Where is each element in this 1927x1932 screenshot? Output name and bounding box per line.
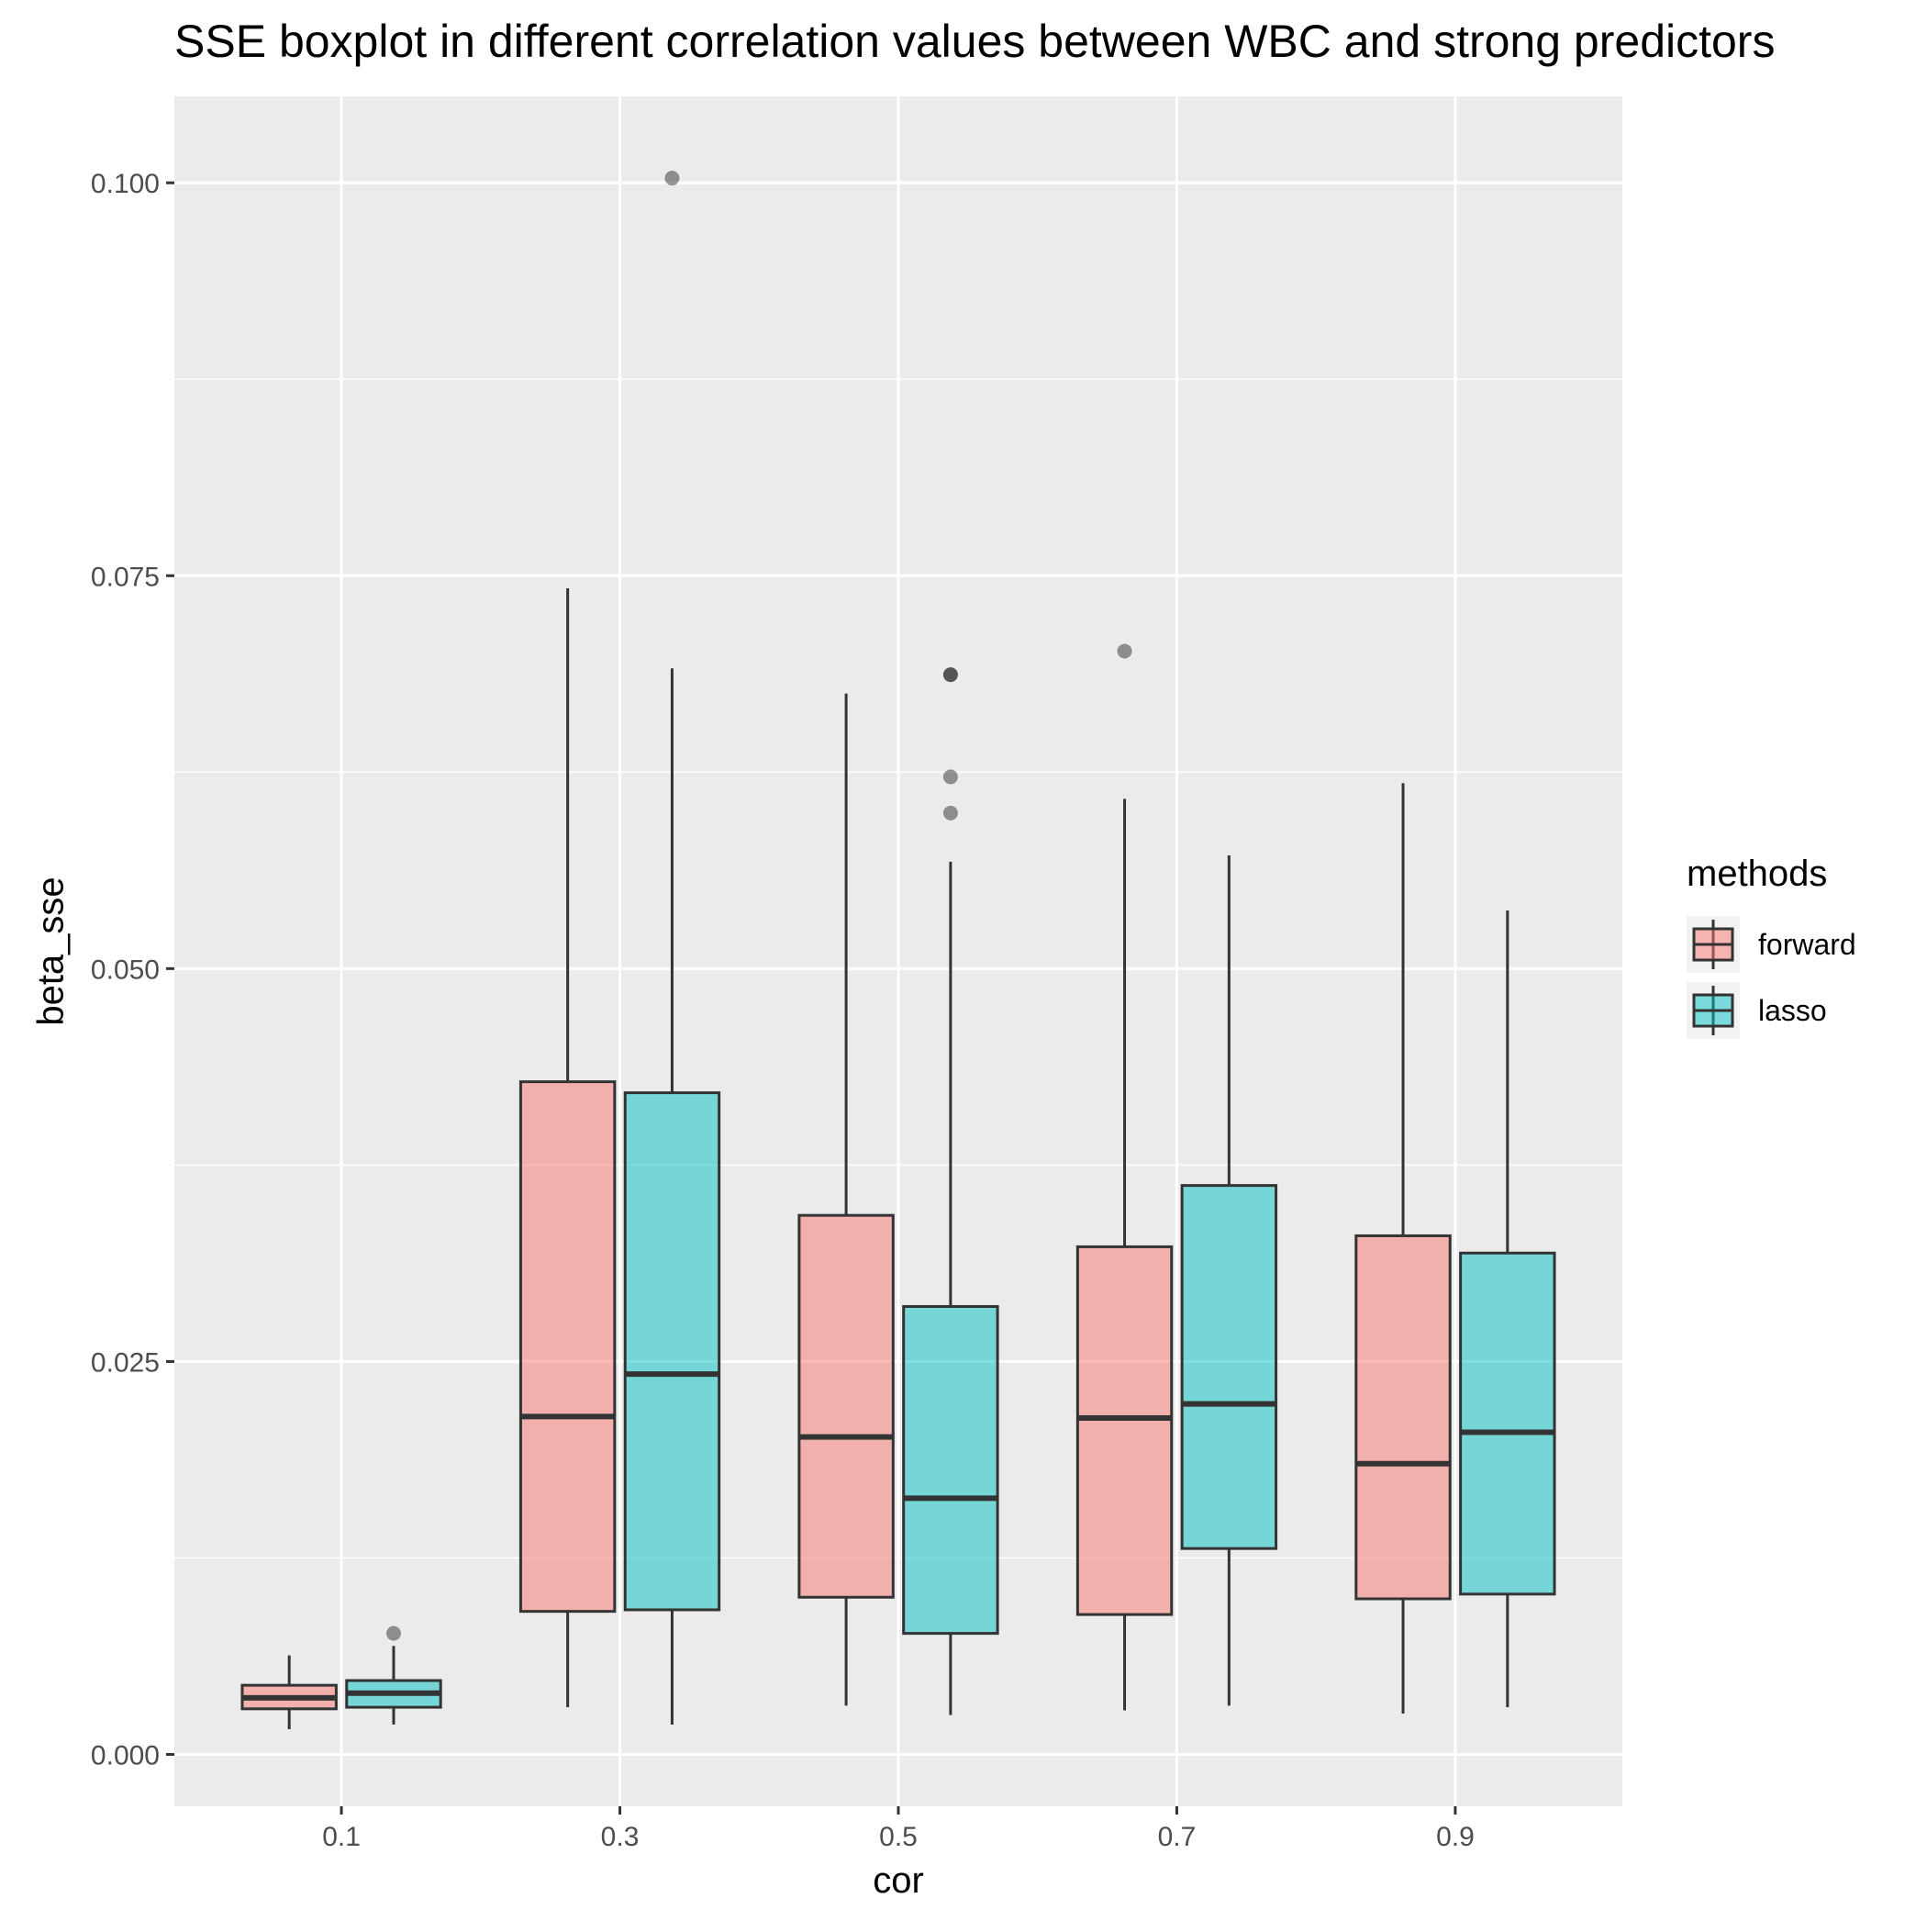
box-lasso-0.1 [345,1625,442,1725]
box-forward-0.5 [797,693,895,1706]
major-gridlines [174,96,1622,1806]
y-axis: 0.000 0.025 0.050 0.075 0.100 [91,169,174,1770]
box-body [1354,1234,1452,1601]
legend-label: forward [1758,928,1856,961]
y-tick-label: 0.025 [91,1347,160,1378]
box-forward-0.7 [1075,643,1174,1711]
box-body [1075,1245,1174,1616]
legend-item-forward: forward [1687,916,1856,973]
box-lasso-0.7 [1180,855,1278,1706]
x-tick-label: 0.9 [1436,1822,1475,1852]
x-tick-label: 0.5 [879,1822,918,1852]
x-tick-label: 0.7 [1158,1822,1197,1852]
y-tick-label: 0.100 [91,169,160,199]
legend-title: methods [1687,854,1827,894]
legend-item-lasso: lasso [1687,982,1827,1039]
outlier-point [942,805,958,821]
box-lasso-0.3 [623,171,721,1725]
box-forward-0.9 [1354,783,1452,1714]
box-body [623,1091,721,1612]
x-axis-title: cor [873,1860,924,1901]
legend-label: lasso [1758,994,1827,1027]
outlier-point [1117,643,1132,659]
box-body [518,1080,617,1614]
x-axis: 0.1 0.3 0.5 0.7 0.9 [322,1806,1475,1852]
y-tick-label: 0.050 [91,955,160,985]
outlier-point [942,667,958,683]
y-axis-title: beta_sse [31,877,72,1025]
outlier-point [942,667,958,683]
x-tick-label: 0.1 [322,1822,361,1852]
outlier-point [385,1625,401,1641]
legend: methods forward lasso [1687,854,1856,1039]
box-body [1180,1184,1278,1550]
x-tick-label: 0.3 [601,1822,640,1852]
box-lasso-0.9 [1459,910,1556,1708]
box-lasso-0.5 [902,667,999,1715]
chart-title: SSE boxplot in different correlation val… [174,16,1775,67]
boxes-layer [240,171,1556,1730]
outlier-point [664,171,680,186]
box-body [1459,1251,1556,1596]
box-body [902,1304,999,1636]
outlier-point [942,769,958,785]
box-forward-0.1 [240,1655,338,1730]
y-tick-label: 0.000 [91,1740,160,1770]
box-body [797,1213,895,1599]
box-forward-0.3 [518,587,617,1708]
y-tick-label: 0.075 [91,562,160,592]
